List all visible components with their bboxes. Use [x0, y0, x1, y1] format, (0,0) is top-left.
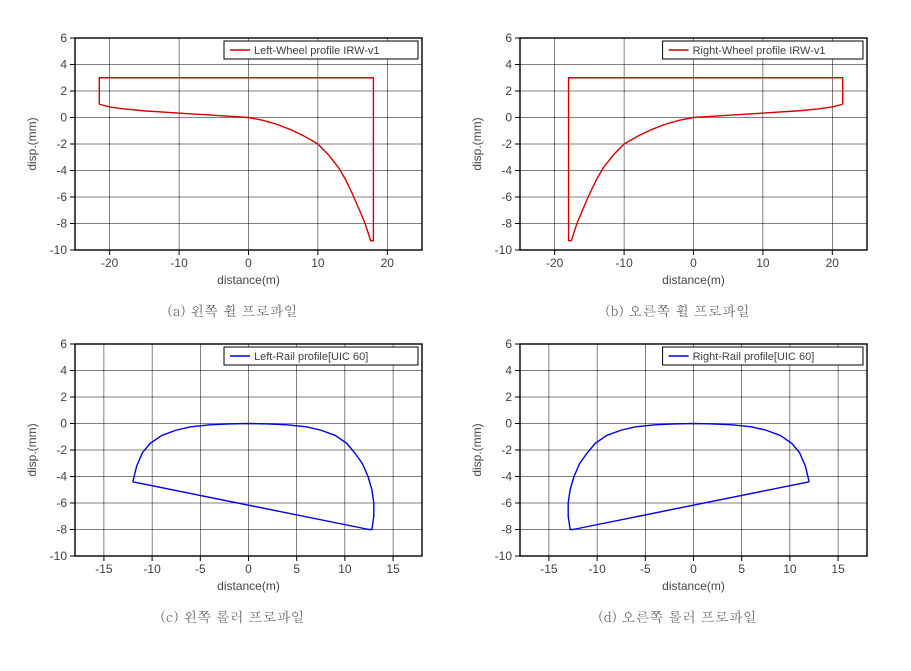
svg-text:0: 0 [245, 562, 252, 576]
svg-text:0: 0 [245, 256, 252, 270]
figure-grid: -20-1001020-10-8-6-4-20246distance(m)dis… [20, 20, 890, 626]
svg-text:-10: -10 [50, 243, 68, 257]
svg-text:-4: -4 [56, 164, 67, 178]
svg-text:-8: -8 [56, 523, 67, 537]
panel-a: -20-1001020-10-8-6-4-20246distance(m)dis… [20, 20, 445, 290]
svg-text:-10: -10 [615, 256, 633, 270]
svg-text:distance(m): distance(m) [217, 273, 280, 287]
svg-text:Right-Wheel profile IRW-v1: Right-Wheel profile IRW-v1 [693, 45, 826, 57]
svg-text:4: 4 [60, 58, 67, 72]
svg-text:-15: -15 [95, 562, 113, 576]
svg-text:-10: -10 [143, 562, 161, 576]
svg-text:distance(m): distance(m) [217, 579, 280, 593]
svg-text:-5: -5 [640, 562, 651, 576]
svg-text:-6: -6 [56, 190, 67, 204]
svg-text:0: 0 [505, 111, 512, 125]
svg-text:disp.(mm): disp.(mm) [470, 423, 484, 476]
svg-text:-8: -8 [56, 217, 67, 231]
svg-text:15: 15 [831, 562, 845, 576]
svg-text:-4: -4 [501, 164, 512, 178]
svg-text:4: 4 [505, 58, 512, 72]
svg-text:0: 0 [690, 562, 697, 576]
svg-text:-5: -5 [195, 562, 206, 576]
svg-text:0: 0 [60, 417, 67, 431]
svg-text:2: 2 [60, 84, 67, 98]
svg-text:disp.(mm): disp.(mm) [25, 117, 39, 170]
svg-text:2: 2 [60, 390, 67, 404]
svg-text:disp.(mm): disp.(mm) [25, 423, 39, 476]
svg-text:10: 10 [783, 562, 797, 576]
svg-text:-10: -10 [495, 549, 513, 563]
svg-text:6: 6 [60, 337, 67, 351]
svg-text:-4: -4 [501, 470, 512, 484]
svg-text:20: 20 [826, 256, 840, 270]
caption-a: (a) 왼쪽 휠 프로파일 [20, 300, 445, 320]
svg-text:2: 2 [505, 390, 512, 404]
caption-b: (b) 오른쪽 휠 프로파일 [465, 300, 890, 320]
svg-text:6: 6 [505, 337, 512, 351]
svg-text:-15: -15 [540, 562, 558, 576]
svg-text:-2: -2 [56, 443, 67, 457]
svg-text:-2: -2 [501, 137, 512, 151]
svg-text:5: 5 [738, 562, 745, 576]
svg-text:Left-Rail profile[UIC 60]: Left-Rail profile[UIC 60] [254, 351, 368, 363]
svg-text:0: 0 [690, 256, 697, 270]
svg-text:15: 15 [386, 562, 400, 576]
svg-text:4: 4 [505, 364, 512, 378]
svg-text:-6: -6 [501, 190, 512, 204]
svg-text:6: 6 [505, 31, 512, 45]
svg-text:-10: -10 [50, 549, 68, 563]
svg-text:0: 0 [60, 111, 67, 125]
caption-c: (c) 왼쪽 롤러 프로파일 [20, 606, 445, 626]
svg-text:disp.(mm): disp.(mm) [470, 117, 484, 170]
svg-text:6: 6 [60, 31, 67, 45]
panel-c: -15 -10 -5 0 5 10 15 -10 -8 -6 -4 -2 0 2 4 6 distance(m)… [20, 326, 445, 596]
svg-text:-2: -2 [501, 443, 512, 457]
svg-text:-20: -20 [546, 256, 564, 270]
svg-text:10: 10 [756, 256, 770, 270]
svg-text:-10: -10 [588, 562, 606, 576]
svg-text:-10: -10 [495, 243, 513, 257]
caption-d: (d) 오른쪽 롤러 프로파일 [465, 606, 890, 626]
svg-text:0: 0 [505, 417, 512, 431]
svg-text:10: 10 [338, 562, 352, 576]
svg-text:20: 20 [381, 256, 395, 270]
svg-text:-8: -8 [501, 523, 512, 537]
svg-text:Left-Wheel profile IRW-v1: Left-Wheel profile IRW-v1 [254, 45, 380, 57]
svg-text:-4: -4 [56, 470, 67, 484]
svg-text:-2: -2 [56, 137, 67, 151]
panel-d: -15 -10 -5 0 5 10 15 -10 -8 -6 -4 -2 0 2 4 6 distance(m)… [465, 326, 890, 596]
svg-text:distance(m): distance(m) [662, 273, 725, 287]
svg-text:2: 2 [505, 84, 512, 98]
panel-b: -20-1001020-10-8-6-4-20246distance(m)dis… [465, 20, 890, 290]
svg-text:-6: -6 [501, 496, 512, 510]
svg-text:4: 4 [60, 364, 67, 378]
svg-text:10: 10 [311, 256, 325, 270]
svg-text:5: 5 [293, 562, 300, 576]
svg-text:Right-Rail profile[UIC 60]: Right-Rail profile[UIC 60] [693, 351, 815, 363]
svg-text:-6: -6 [56, 496, 67, 510]
svg-text:-20: -20 [101, 256, 119, 270]
svg-text:distance(m): distance(m) [662, 579, 725, 593]
svg-text:-8: -8 [501, 217, 512, 231]
svg-text:-10: -10 [170, 256, 188, 270]
